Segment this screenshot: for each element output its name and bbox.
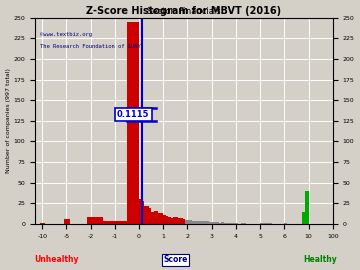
Bar — [163, 215, 166, 224]
Bar — [209, 222, 212, 224]
Bar — [226, 223, 229, 224]
Bar — [175, 217, 178, 224]
Bar — [180, 218, 183, 224]
Bar — [241, 223, 243, 224]
Bar — [214, 222, 216, 224]
Bar — [103, 221, 115, 224]
Bar — [207, 221, 209, 224]
Bar — [224, 223, 226, 224]
Bar — [149, 208, 151, 224]
Bar — [204, 221, 207, 224]
Text: 0.1115: 0.1115 — [117, 110, 149, 119]
Bar — [168, 217, 171, 224]
Bar — [216, 222, 219, 224]
Bar — [151, 212, 154, 224]
Bar — [236, 223, 238, 224]
Bar — [197, 221, 199, 224]
Bar — [86, 217, 103, 224]
Bar — [115, 221, 127, 224]
Bar — [178, 218, 180, 224]
Bar — [171, 218, 173, 224]
Bar — [156, 211, 158, 224]
Text: The Research Foundation of SUNY: The Research Foundation of SUNY — [40, 44, 140, 49]
Bar — [139, 199, 141, 224]
Bar — [212, 222, 214, 224]
Bar — [154, 211, 156, 224]
Text: Sector: Financials: Sector: Financials — [147, 7, 221, 16]
Bar — [284, 223, 287, 224]
Bar — [185, 220, 188, 224]
Text: Score: Score — [163, 255, 188, 264]
Bar — [64, 219, 71, 224]
Bar — [192, 221, 195, 224]
Bar — [158, 213, 161, 224]
Bar — [243, 223, 246, 224]
Bar — [190, 220, 192, 224]
Bar — [195, 221, 197, 224]
Text: Unhealthy: Unhealthy — [35, 255, 79, 264]
Bar — [306, 191, 309, 224]
Text: Healthy: Healthy — [304, 255, 337, 264]
Bar — [127, 22, 139, 224]
Bar — [260, 223, 272, 224]
Bar — [233, 223, 236, 224]
Bar — [40, 223, 45, 224]
Bar — [302, 212, 306, 224]
Bar — [229, 223, 231, 224]
Bar — [188, 220, 190, 224]
Bar — [231, 223, 233, 224]
Bar — [183, 219, 185, 224]
Text: ©www.textbiz.org: ©www.textbiz.org — [40, 32, 92, 37]
Bar — [221, 222, 224, 224]
Bar — [199, 221, 202, 224]
Bar — [144, 206, 146, 224]
Bar — [173, 217, 175, 224]
Bar — [166, 216, 168, 224]
Bar — [202, 221, 204, 224]
Bar — [161, 213, 163, 224]
Bar — [219, 223, 221, 224]
Title: Z-Score Histogram for MBVT (2016): Z-Score Histogram for MBVT (2016) — [86, 6, 282, 16]
Bar — [141, 201, 144, 224]
Y-axis label: Number of companies (997 total): Number of companies (997 total) — [5, 68, 10, 173]
Bar — [146, 206, 149, 224]
